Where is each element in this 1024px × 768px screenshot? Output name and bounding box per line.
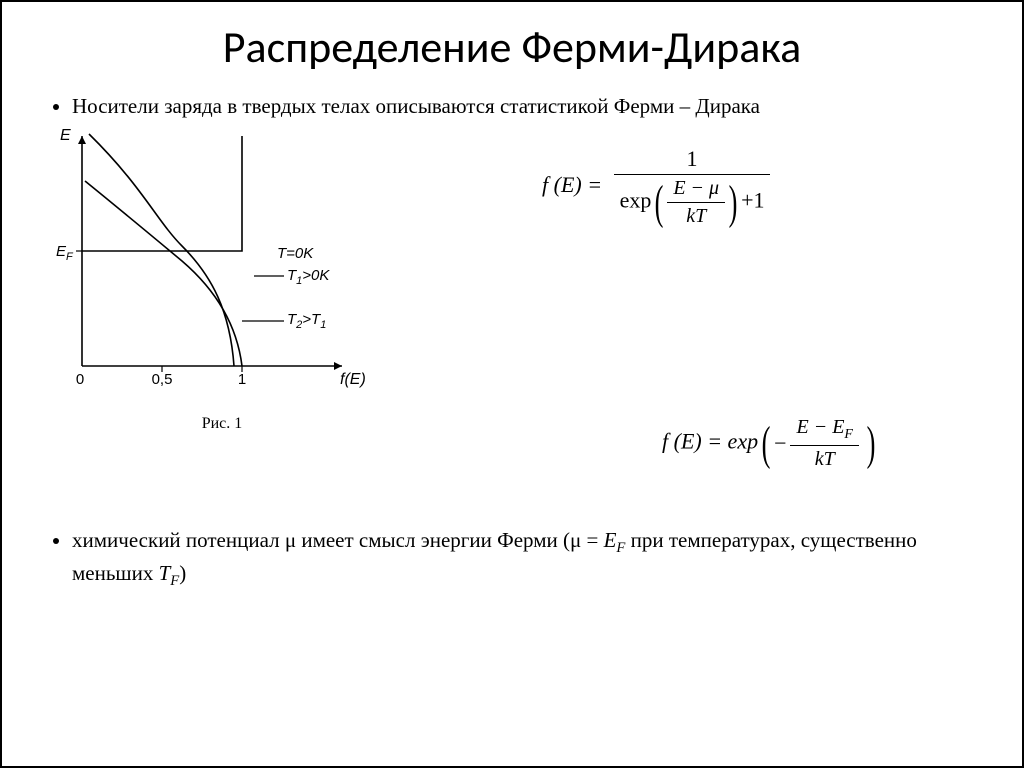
x-axis-arrow <box>334 362 342 370</box>
bullet-list-top: Носители заряда в твердых телах описываю… <box>72 92 982 120</box>
bullet-2: химический потенциал μ имеет смысл энерг… <box>72 526 982 592</box>
eqn2-den: kT <box>790 446 859 471</box>
equation-2: f (E) = exp(− E − EF kT ) <box>662 416 879 471</box>
figure-caption: Рис. 1 <box>42 415 402 433</box>
y-axis-label: E <box>60 127 71 144</box>
slide-title: Распределение Ферми-Дирака <box>42 20 982 74</box>
xtick-1: 1 <box>238 371 246 388</box>
curve-T2 <box>85 181 242 366</box>
content-row: 0 0,5 1 EF E f(E) T=0K <box>42 126 982 526</box>
curve-T0 <box>82 136 242 251</box>
y-axis-arrow <box>78 136 86 144</box>
bullet-1: Носители заряда в твердых телах описываю… <box>72 92 982 120</box>
figure-column: 0 0,5 1 EF E f(E) T=0K <box>42 126 402 433</box>
label-T2: T2>T1 <box>287 311 326 331</box>
xtick-0p5: 0,5 <box>152 371 173 388</box>
bullet-list-bottom: химический потенциал μ имеет смысл энерг… <box>72 526 982 592</box>
curve-T1 <box>89 134 234 366</box>
ytick-EF: EF <box>56 243 74 263</box>
eqn1-lhs: f (E) = <box>542 172 602 197</box>
x-axis-label: f(E) <box>340 371 366 388</box>
xtick-0: 0 <box>76 371 84 388</box>
label-T1: T1>0K <box>287 267 330 287</box>
slide-frame: Распределение Ферми-Дирака Носители заря… <box>0 0 1024 768</box>
eqn1-den: exp(E − μkT)+1 <box>614 175 771 228</box>
label-T0: T=0K <box>277 245 314 262</box>
fermi-plot: 0 0,5 1 EF E f(E) T=0K <box>42 126 382 406</box>
equation-column: f (E) = 1 exp(E − μkT)+1 f (E) = exp(− E… <box>402 126 982 526</box>
equation-1: f (E) = 1 exp(E − μkT)+1 <box>542 146 770 228</box>
eqn2-num: E − EF <box>790 416 859 446</box>
eqn2-lhs: f (E) = exp <box>662 429 758 454</box>
eqn1-num: 1 <box>614 146 771 175</box>
